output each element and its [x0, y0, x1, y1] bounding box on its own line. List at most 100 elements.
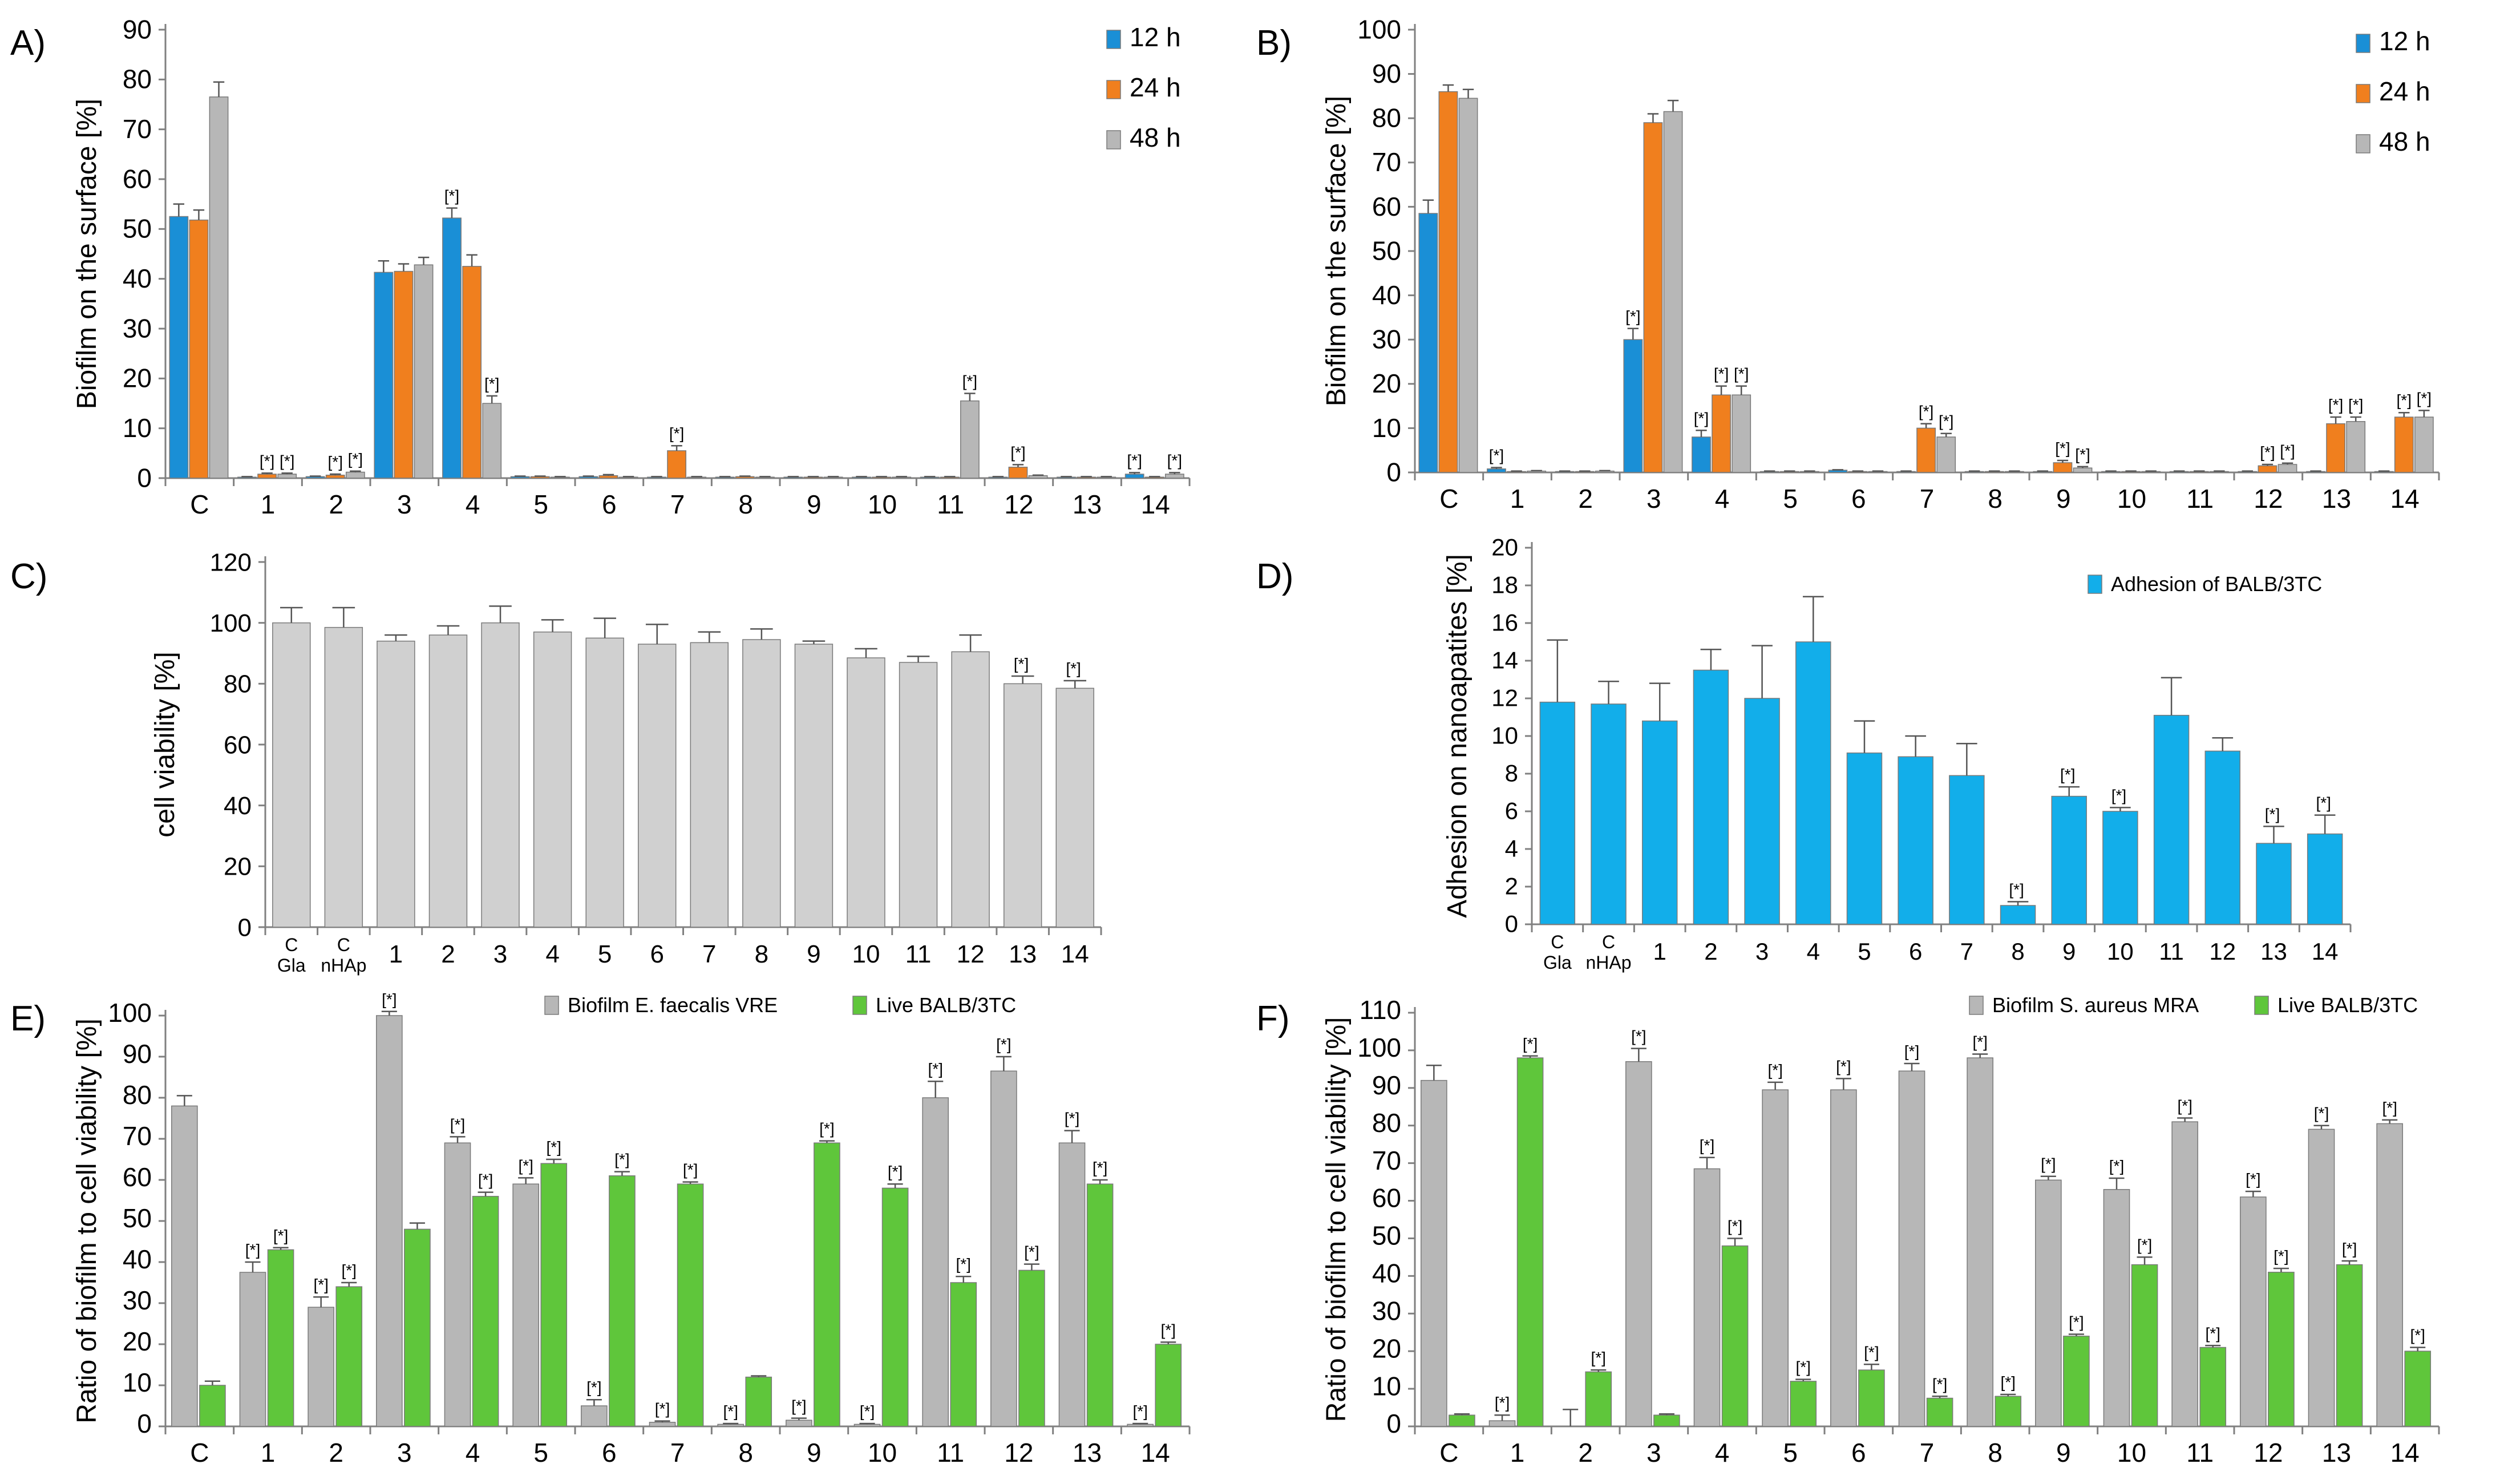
- bar: [2051, 795, 2087, 925]
- y-tick-label: 6: [1505, 797, 1518, 824]
- y-tick-label: 80: [123, 64, 152, 94]
- legend-swatch: [1969, 996, 1984, 1015]
- bar: [2103, 1189, 2130, 1427]
- y-tick-label: 10: [1491, 722, 1518, 749]
- bar: [1086, 1183, 1114, 1427]
- bar: [1155, 1344, 1182, 1427]
- x-tick-label: 7: [702, 940, 716, 968]
- bar: [2326, 423, 2345, 473]
- significance-marker: [*]: [2328, 396, 2343, 414]
- significance-marker: [*]: [2001, 1373, 2016, 1391]
- x-tick-label: 12: [1004, 1438, 1033, 1467]
- x-tick-label: 2: [441, 940, 455, 968]
- y-tick-label: 30: [123, 1285, 152, 1315]
- significance-marker: [*]: [2397, 391, 2412, 409]
- bar: [742, 639, 781, 928]
- y-tick-label: 40: [1372, 1259, 1401, 1288]
- significance-marker: [*]: [2069, 1313, 2084, 1331]
- significance-marker: [*]: [2410, 1327, 2425, 1344]
- x-tick-label: 13: [2322, 484, 2351, 513]
- significance-marker: [*]: [2177, 1097, 2192, 1115]
- x-tick-label: 2: [1704, 938, 1717, 965]
- x-tick-label: 1: [261, 490, 276, 519]
- panel-label-d: D): [1256, 557, 1294, 596]
- y-tick-label: 20: [1372, 369, 1401, 398]
- y-tick-label: 80: [1372, 1108, 1401, 1138]
- bar: [786, 1420, 812, 1427]
- y-tick-label: 80: [224, 670, 252, 698]
- bar: [2336, 1264, 2363, 1427]
- bar: [1898, 756, 1933, 925]
- bar: [2171, 1121, 2198, 1427]
- y-tick-label: 0: [1386, 457, 1401, 487]
- legend-label: 12 h: [2379, 26, 2430, 56]
- significance-marker: [*]: [1631, 1028, 1646, 1045]
- y-axis-label: cell viability [%]: [150, 652, 180, 837]
- bar: [1055, 688, 1094, 928]
- significance-marker: [*]: [1694, 409, 1709, 427]
- y-axis-label: Adhesion on nanoapatites [%]: [1442, 554, 1473, 918]
- bar: [481, 622, 520, 928]
- bar: [277, 474, 297, 479]
- x-tick-label: C: [1439, 484, 1458, 513]
- x-tick-label: 1: [1510, 484, 1525, 513]
- bar: [209, 96, 229, 479]
- significance-marker: [*]: [2206, 1324, 2220, 1342]
- y-tick-label: 10: [1372, 1371, 1401, 1401]
- y-tick-label: 0: [1386, 1409, 1401, 1438]
- y-tick-label: 10: [123, 413, 152, 443]
- y-tick-label: 90: [1372, 1070, 1401, 1100]
- significance-marker: [*]: [669, 424, 684, 442]
- x-tick-label: 8: [738, 1438, 753, 1467]
- panel-f: F) 0 10 20 30 40 50 60 70 80 90 100 110 C 1 2 3 4 5 6 7 8 9 10…: [1249, 981, 2499, 1483]
- bar: [2073, 467, 2093, 473]
- bar: [1488, 1420, 1516, 1427]
- x-tick-label: 13: [2260, 938, 2287, 965]
- x-tick-label: 5: [1783, 484, 1798, 513]
- legend-swatch: [1106, 130, 1121, 149]
- bar: [1418, 213, 1438, 473]
- bar: [2277, 464, 2297, 473]
- x-tick-label: 9: [2056, 1438, 2071, 1467]
- bar: [325, 475, 345, 479]
- y-tick-label: 80: [1372, 103, 1401, 133]
- bar: [1693, 1168, 1721, 1427]
- bar: [950, 1282, 977, 1427]
- x-tick-label: 13: [1073, 490, 1102, 519]
- significance-marker: [*]: [348, 450, 363, 468]
- legend-swatch: [1106, 80, 1121, 99]
- bar: [1625, 1061, 1652, 1427]
- x-tick-label: 14: [1061, 940, 1089, 968]
- significance-marker: [*]: [1919, 403, 1933, 420]
- significance-marker: [*]: [586, 1378, 601, 1396]
- x-tick-label: 8: [1988, 484, 2003, 513]
- x-tick-label: 5: [598, 940, 612, 968]
- bar: [376, 1015, 403, 1427]
- legend-label: 48 h: [1130, 123, 1181, 152]
- bar: [1916, 427, 1936, 473]
- bar: [444, 1142, 471, 1427]
- y-tick-label: 70: [123, 1121, 152, 1151]
- bar: [482, 403, 502, 479]
- panel-a: A) 0 10 20 30 40 50 60 70 80 90 C 1 2 3 4 5 6 7 8 9 10 11 12 13…: [0, 0, 1249, 519]
- bar: [2053, 462, 2073, 473]
- legend-swatch: [2088, 575, 2102, 594]
- y-tick-label: 12: [1491, 684, 1518, 711]
- y-tick-label: 60: [224, 731, 252, 759]
- x-tick-label: 9: [2062, 938, 2076, 965]
- bar: [2256, 843, 2292, 925]
- x-tick-label: 4: [1715, 484, 1730, 513]
- x-tick-label: 6: [650, 940, 664, 968]
- bar: [1421, 1079, 1447, 1427]
- x-tick-label: 1: [1510, 1438, 1525, 1467]
- y-tick-label: 14: [1491, 646, 1518, 673]
- bar: [1623, 339, 1643, 473]
- bar: [472, 1196, 499, 1427]
- x-tick-label: 9: [807, 940, 820, 968]
- x-tick-label: 11: [2186, 484, 2214, 513]
- bar: [2240, 1196, 2267, 1427]
- y-tick-label: 10: [123, 1368, 152, 1397]
- y-tick-label: 18: [1491, 571, 1518, 598]
